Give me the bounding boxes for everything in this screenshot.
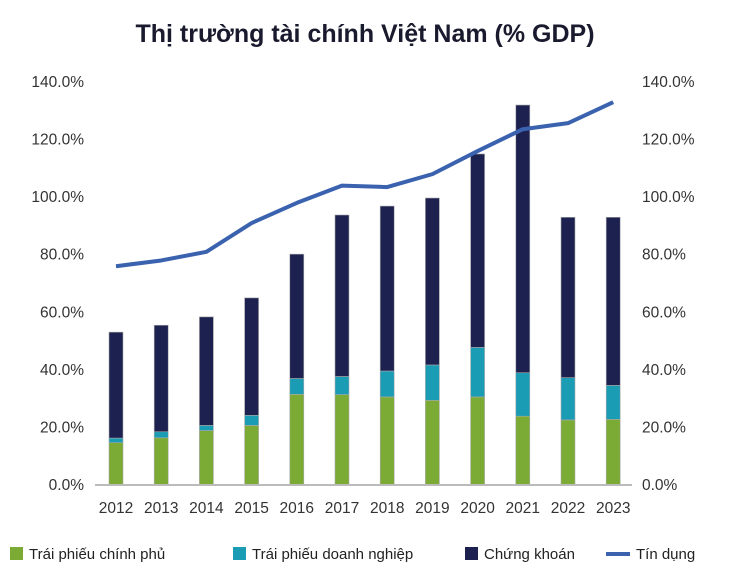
bar-segment: [560, 419, 576, 486]
bar-segment: [108, 331, 124, 439]
bar-segment: [199, 316, 214, 426]
bar-segment: [153, 431, 169, 439]
legend-label: Trái phiếu doanh nghiệp: [252, 546, 413, 563]
y2-tick-label: 0.0%: [642, 477, 678, 494]
bar-segment: [199, 430, 214, 486]
bar-segment: [560, 377, 576, 421]
bar-segment: [199, 425, 214, 431]
x-tick-label: 2012: [99, 500, 133, 517]
y-tick-label: 120.0%: [31, 132, 84, 149]
bar-segment: [515, 372, 531, 417]
bar-segment: [289, 378, 305, 395]
bar-segment: [153, 324, 169, 433]
x-tick-label: 2021: [506, 500, 540, 517]
credit-line: [115, 100, 615, 269]
bar-segment: [605, 385, 621, 420]
chart-title: Thị trường tài chính Việt Nam (% GDP): [135, 20, 594, 48]
bar-segment: [153, 437, 169, 486]
bar-segment: [425, 364, 440, 401]
legend-swatch: [465, 547, 478, 560]
y-tick-label: 0.0%: [49, 477, 85, 494]
bar-segment: [515, 104, 531, 374]
x-tick-label: 2019: [415, 500, 449, 517]
bar-segment: [379, 205, 395, 372]
y-tick-label: 140.0%: [31, 74, 84, 91]
bar-segment: [470, 153, 485, 348]
legend-label: Chứng khoán: [484, 546, 575, 563]
bar-segment: [334, 394, 350, 486]
bar-segment: [605, 216, 621, 386]
x-tick-label: 2015: [234, 500, 268, 517]
x-tick-label: 2023: [596, 500, 630, 517]
y2-tick-label: 120.0%: [642, 132, 695, 149]
bar-segment: [470, 396, 485, 486]
y2-tick-label: 140.0%: [642, 74, 695, 91]
x-tick-label: 2022: [551, 500, 585, 517]
legend-swatch: [233, 547, 246, 560]
bar-segment: [244, 297, 259, 416]
bar-segment: [379, 370, 395, 398]
bar-segment: [289, 394, 305, 486]
bar-segment: [379, 396, 395, 486]
x-tick-label: 2016: [280, 500, 314, 517]
legend-label: Trái phiếu chính phủ: [29, 546, 165, 563]
bar-segment: [108, 442, 124, 486]
bar-segment: [425, 197, 440, 366]
legend-label: Tín dụng: [636, 546, 695, 563]
legend-swatch: [10, 547, 23, 560]
bar-segment: [334, 376, 350, 395]
y2-tick-label: 100.0%: [642, 189, 695, 206]
x-tick-label: 2018: [370, 500, 404, 517]
x-tick-label: 2017: [325, 500, 359, 517]
x-tick-label: 2014: [189, 500, 224, 517]
bar-segment: [244, 415, 259, 426]
y2-tick-label: 80.0%: [642, 247, 686, 264]
y2-tick-label: 60.0%: [642, 304, 686, 321]
x-tick-label: 2020: [460, 500, 495, 517]
bar-segment: [515, 415, 531, 486]
bar-segment: [244, 425, 259, 486]
y2-tick-label: 40.0%: [642, 362, 686, 379]
x-tick-label: 2013: [144, 500, 178, 517]
y-tick-label: 80.0%: [40, 247, 84, 264]
y2-tick-label: 20.0%: [642, 419, 686, 436]
y-tick-label: 100.0%: [31, 189, 84, 206]
y-tick-label: 20.0%: [40, 419, 84, 436]
bar-segment: [425, 400, 440, 486]
bar-segment: [470, 347, 485, 398]
y-tick-label: 40.0%: [40, 362, 84, 379]
bar-segment: [605, 419, 621, 486]
y-tick-label: 60.0%: [40, 304, 84, 321]
bar-segment: [334, 214, 350, 377]
bar-segment: [560, 216, 576, 378]
bar-segment: [108, 437, 124, 443]
bar-segment: [289, 253, 305, 379]
